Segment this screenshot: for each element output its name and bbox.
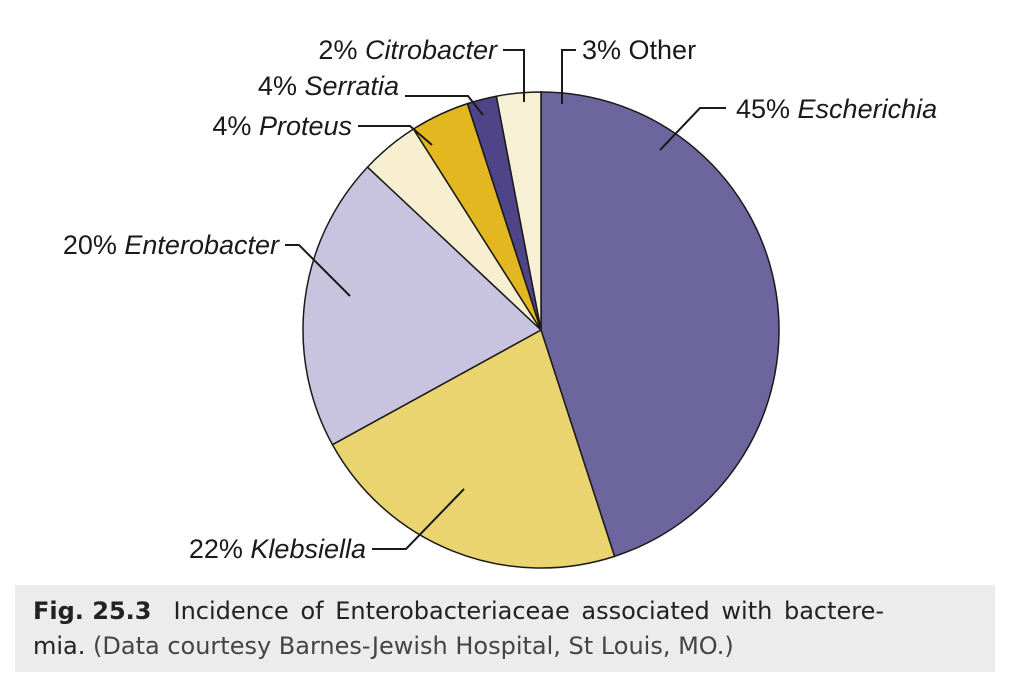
pie-chart: 45% Escherichia 22% Klebsiella 20% Enterob… bbox=[63, 35, 937, 569]
slice-label-serratia: 4% Serratia bbox=[258, 71, 399, 101]
slice-label-other: 3% Other bbox=[582, 35, 696, 65]
leader-line-klebsiella bbox=[372, 488, 465, 550]
leader-lines bbox=[285, 49, 726, 550]
figure-caption: Fig. 25.3 Incidence of Enterobacteriaceae… bbox=[15, 585, 995, 672]
slice-label-escherichia: 45% Escherichia bbox=[736, 94, 937, 124]
pie-slices bbox=[302, 91, 780, 569]
pie-slice-klebsiella bbox=[331, 328, 616, 569]
slice-label-klebsiella: 22% Klebsiella bbox=[189, 534, 366, 564]
figure-number: Fig. 25.3 bbox=[33, 597, 152, 625]
leader-line-other bbox=[561, 49, 576, 104]
leader-line-escherichia bbox=[659, 107, 726, 151]
caption-text-continued: mia. bbox=[33, 632, 86, 660]
pie-slice-escherichia bbox=[540, 91, 780, 558]
leader-line-serratia bbox=[405, 95, 484, 116]
pie-slice-other bbox=[495, 91, 542, 331]
slice-label-citrobacter: 2% Citrobacter bbox=[318, 35, 498, 65]
leader-line-citrobacter bbox=[503, 49, 525, 102]
caption-text: Incidence of Enterobacteriaceae associat… bbox=[173, 597, 885, 625]
caption-note: (Data courtesy Barnes-Jewish Hospital, S… bbox=[93, 632, 734, 660]
leader-line-enterobacter bbox=[285, 244, 351, 297]
pie-slice-enterobacter bbox=[302, 166, 543, 446]
slice-label-enterobacter: 20% Enterobacter bbox=[63, 230, 280, 260]
leader-line-proteus bbox=[358, 125, 433, 146]
slice-label-proteus: 4% Proteus bbox=[212, 111, 352, 141]
caption-line-1: Fig. 25.3 Incidence of Enterobacteriaceae… bbox=[33, 594, 977, 629]
slice-labels: 45% Escherichia 22% Klebsiella 20% Enterob… bbox=[63, 35, 937, 564]
caption-line-2: mia. (Data courtesy Barnes-Jewish Hospit… bbox=[33, 629, 977, 664]
